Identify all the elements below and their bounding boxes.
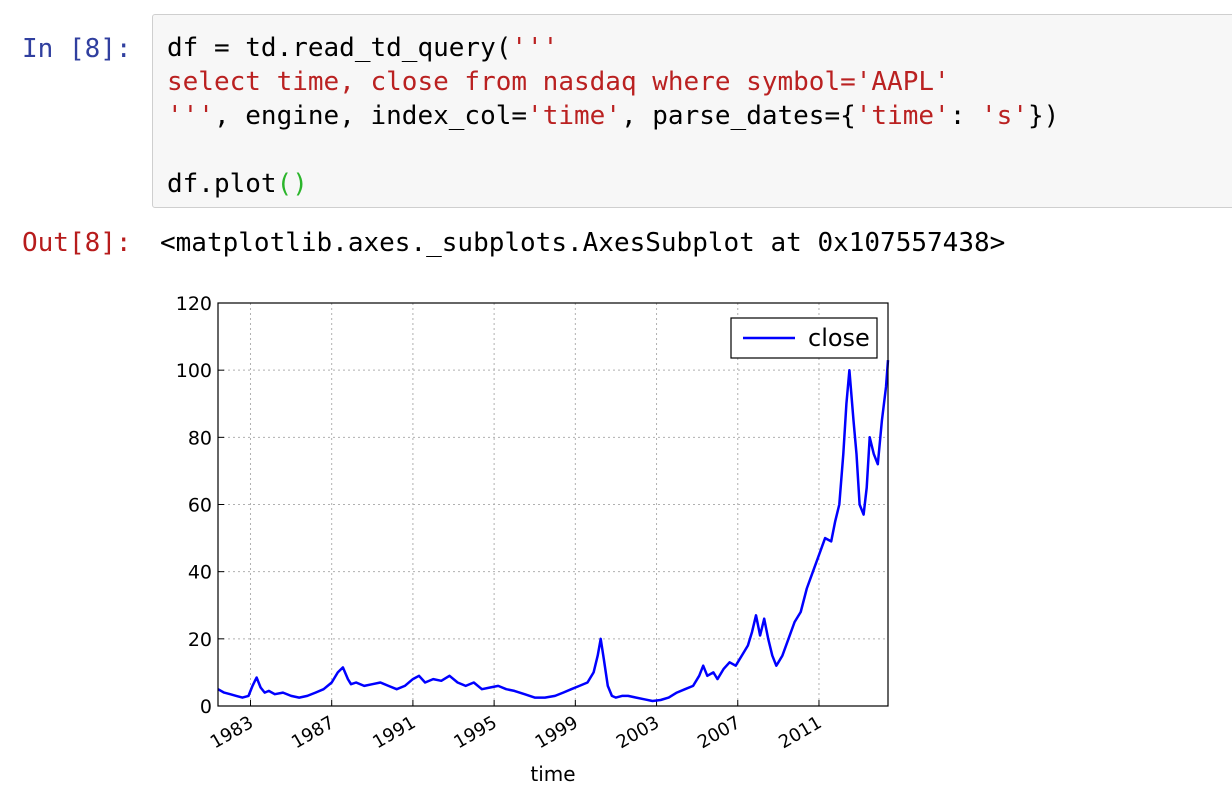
series-line-close [217, 360, 890, 703]
x-tick-label: 1995 [450, 712, 500, 753]
code-line-1: df = td.read_td_query(''' [167, 31, 1059, 65]
code-line-2: select time, close from nasdaq where sym… [167, 67, 950, 97]
x-tick-label: 1983 [207, 712, 257, 753]
code-token: : [949, 101, 982, 131]
y-tick-label: 20 [188, 629, 212, 651]
code-line-3: ''', engine, index_col='time', parse_dat… [167, 99, 1059, 133]
code-line-5: df.plot() [167, 167, 1059, 201]
y-axis-ticks: 0 20 40 60 80 100 120 [176, 293, 224, 718]
x-axis-ticks: 1983 1987 1991 1995 1999 2003 2007 2011 [207, 700, 825, 753]
code-token: , parse_dates={ [620, 101, 856, 131]
x-tick-label: 2011 [775, 712, 825, 753]
code-token: , engine, index_col= [213, 101, 528, 131]
x-tick-label: 2007 [694, 712, 744, 753]
y-tick-label: 100 [176, 360, 212, 382]
y-tick-label: 0 [200, 696, 212, 718]
chart-legend: close [730, 317, 878, 359]
y-tick-label: 40 [188, 562, 212, 584]
legend-box [730, 317, 878, 359]
legend-label-close: close [808, 324, 870, 352]
x-tick-label: 1991 [369, 712, 419, 753]
code-string-token: 'time' [527, 101, 621, 131]
code-string-token: ''' [167, 101, 214, 131]
y-tick-label: 80 [188, 427, 212, 449]
code-token: df = td.read_td_query( [167, 33, 512, 63]
code-token: }) [1027, 101, 1060, 131]
plot-frame [217, 302, 889, 707]
code-editor[interactable]: df = td.read_td_query(''' select time, cl… [167, 31, 1059, 201]
y-tick-label: 60 [188, 495, 212, 517]
y-tick-label: 120 [176, 293, 212, 315]
x-axis-label: time [530, 762, 575, 786]
chart-grid [218, 302, 888, 707]
x-tick-label: 1987 [288, 712, 338, 753]
code-line-4 [167, 133, 1059, 167]
output-repr-text: <matplotlib.axes._subplots.AxesSubplot a… [160, 228, 1006, 258]
input-prompt: In [8]: [22, 34, 132, 64]
code-string-token: ''' [511, 33, 559, 63]
code-string-token: 'time' [855, 101, 950, 131]
code-token: df.plot [167, 169, 277, 199]
code-string-token: 's' [981, 101, 1028, 131]
code-input-area[interactable]: df = td.read_td_query(''' select time, cl… [152, 14, 1232, 208]
output-prompt: Out[8]: [22, 228, 132, 258]
x-tick-label: 1999 [532, 712, 582, 753]
x-tick-label: 2003 [613, 712, 663, 753]
code-paren-token: () [276, 169, 308, 199]
